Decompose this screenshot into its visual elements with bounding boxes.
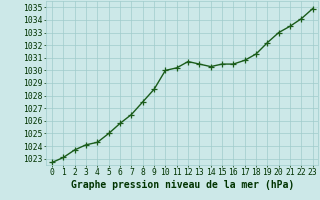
X-axis label: Graphe pression niveau de la mer (hPa): Graphe pression niveau de la mer (hPa): [71, 180, 294, 190]
